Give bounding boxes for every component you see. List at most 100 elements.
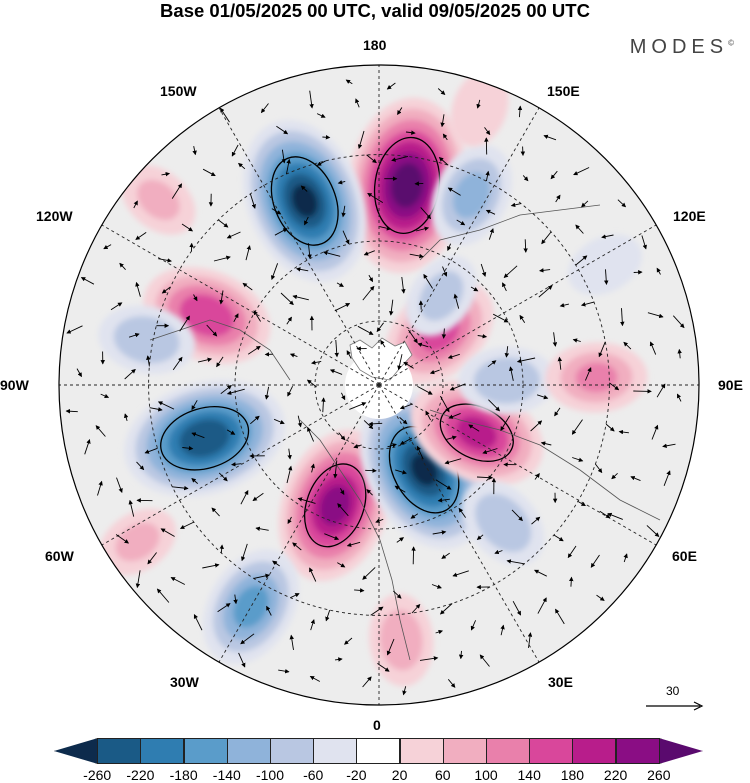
wind-vector: [233, 594, 238, 605]
wind-vector: [247, 345, 261, 355]
wind-vector: [286, 158, 291, 175]
wind-vector: [494, 549, 503, 555]
wind-vector: [376, 322, 384, 333]
anomaly-contour: [137, 179, 180, 221]
wind-vector: [363, 420, 374, 430]
wind-vector: [218, 219, 229, 228]
wind-vector: [292, 542, 302, 551]
wind-vector: [322, 135, 331, 140]
wind-vector: [584, 367, 592, 381]
wind-vector: [527, 632, 533, 648]
wind-vector: [231, 144, 239, 157]
anomaly-contour: [452, 172, 491, 219]
wind-vector: [646, 525, 660, 538]
wind-vector: [272, 560, 280, 567]
anomaly-blob: [99, 508, 176, 576]
wind-vector: [124, 368, 136, 380]
meridian-line: [378, 384, 657, 546]
anomaly-isoline: [304, 463, 367, 548]
wind-vector: [226, 429, 236, 435]
wind-vector: [571, 419, 583, 435]
colorbar-tick-label: -260: [83, 767, 112, 783]
wind-vector: [216, 356, 224, 368]
wind-vector: [362, 567, 376, 580]
wind-vector: [202, 168, 216, 177]
wind-vector: [182, 446, 194, 451]
wind-vector: [307, 243, 312, 260]
wind-vector: [397, 107, 403, 116]
wind-vector: [444, 458, 462, 465]
wind-vector: [392, 590, 402, 599]
wind-vector: [516, 357, 536, 364]
wind-vector: [595, 463, 603, 474]
wind-vector: [289, 353, 298, 358]
wind-vector: [135, 232, 147, 240]
wind-vector: [468, 424, 480, 432]
wind-vector: [273, 418, 285, 425]
wind-vector: [191, 432, 205, 439]
wind-vector: [492, 313, 509, 323]
wind-vector: [379, 226, 392, 231]
lon-label-120e: 120E: [673, 208, 706, 224]
wind-vector: [534, 472, 540, 480]
wind-vector: [399, 403, 413, 410]
wind-vector: [435, 479, 452, 490]
wind-vector: [340, 488, 345, 496]
wind-vector: [336, 282, 344, 287]
wind-vector: [389, 299, 394, 316]
wind-vector: [110, 302, 123, 311]
colorbar-swatch: [140, 738, 185, 764]
wind-vector: [295, 267, 309, 272]
wind-vector: [402, 686, 407, 696]
meridian-line: [378, 107, 540, 386]
wind-vector: [80, 277, 95, 285]
wind-vector: [420, 207, 432, 220]
latitude-circle: [314, 320, 444, 450]
colorbar-swatch: [399, 738, 444, 764]
wind-vector: [250, 415, 260, 425]
wind-vector: [394, 485, 406, 493]
wind-vector: [253, 310, 261, 322]
wind-vector: [367, 193, 384, 203]
wind-vector: [289, 634, 295, 650]
wind-vector: [447, 353, 460, 359]
wind-vector: [370, 606, 384, 616]
colorbar: [54, 738, 703, 764]
wind-vector: [500, 624, 505, 636]
wind-vector: [437, 498, 450, 503]
wind-vector: [286, 465, 293, 484]
wind-vector: [432, 530, 447, 535]
colorbar-tick-label: 260: [647, 767, 671, 783]
wind-vector: [531, 516, 541, 525]
colorbar-tick-label: -140: [212, 767, 241, 783]
anomaly-blob: [121, 165, 196, 235]
wind-vector: [416, 445, 424, 460]
wind-vector: [231, 462, 242, 467]
lon-label-60w: 60W: [45, 548, 74, 564]
colorbar-tick-label: 60: [435, 767, 451, 783]
wind-vector: [226, 388, 245, 395]
colorbar-swatch: [97, 738, 142, 764]
wind-vector: [310, 463, 315, 473]
wind-vector: [97, 480, 103, 496]
anomaly-blob: [568, 234, 643, 296]
wind-vector: [192, 146, 197, 156]
wind-vector: [144, 447, 158, 454]
wind-vector: [559, 303, 570, 308]
colorbar-tick-label: 20: [391, 767, 408, 783]
wind-vector: [503, 265, 518, 279]
colorbar-swatch: [313, 738, 358, 764]
wind-vector: [386, 82, 396, 90]
wind-vector: [395, 469, 407, 475]
wind-vector: [607, 512, 623, 520]
wind-vector: [292, 294, 309, 301]
lon-label-30w: 30W: [170, 674, 199, 690]
wind-vector: [264, 386, 270, 400]
wind-vector: [95, 425, 106, 437]
wind-vector: [458, 507, 466, 518]
wind-vector: [411, 603, 421, 614]
wind-vector: [135, 570, 141, 589]
wind-vector: [557, 356, 563, 370]
wind-vector: [530, 420, 543, 432]
wind-vector: [116, 477, 123, 494]
